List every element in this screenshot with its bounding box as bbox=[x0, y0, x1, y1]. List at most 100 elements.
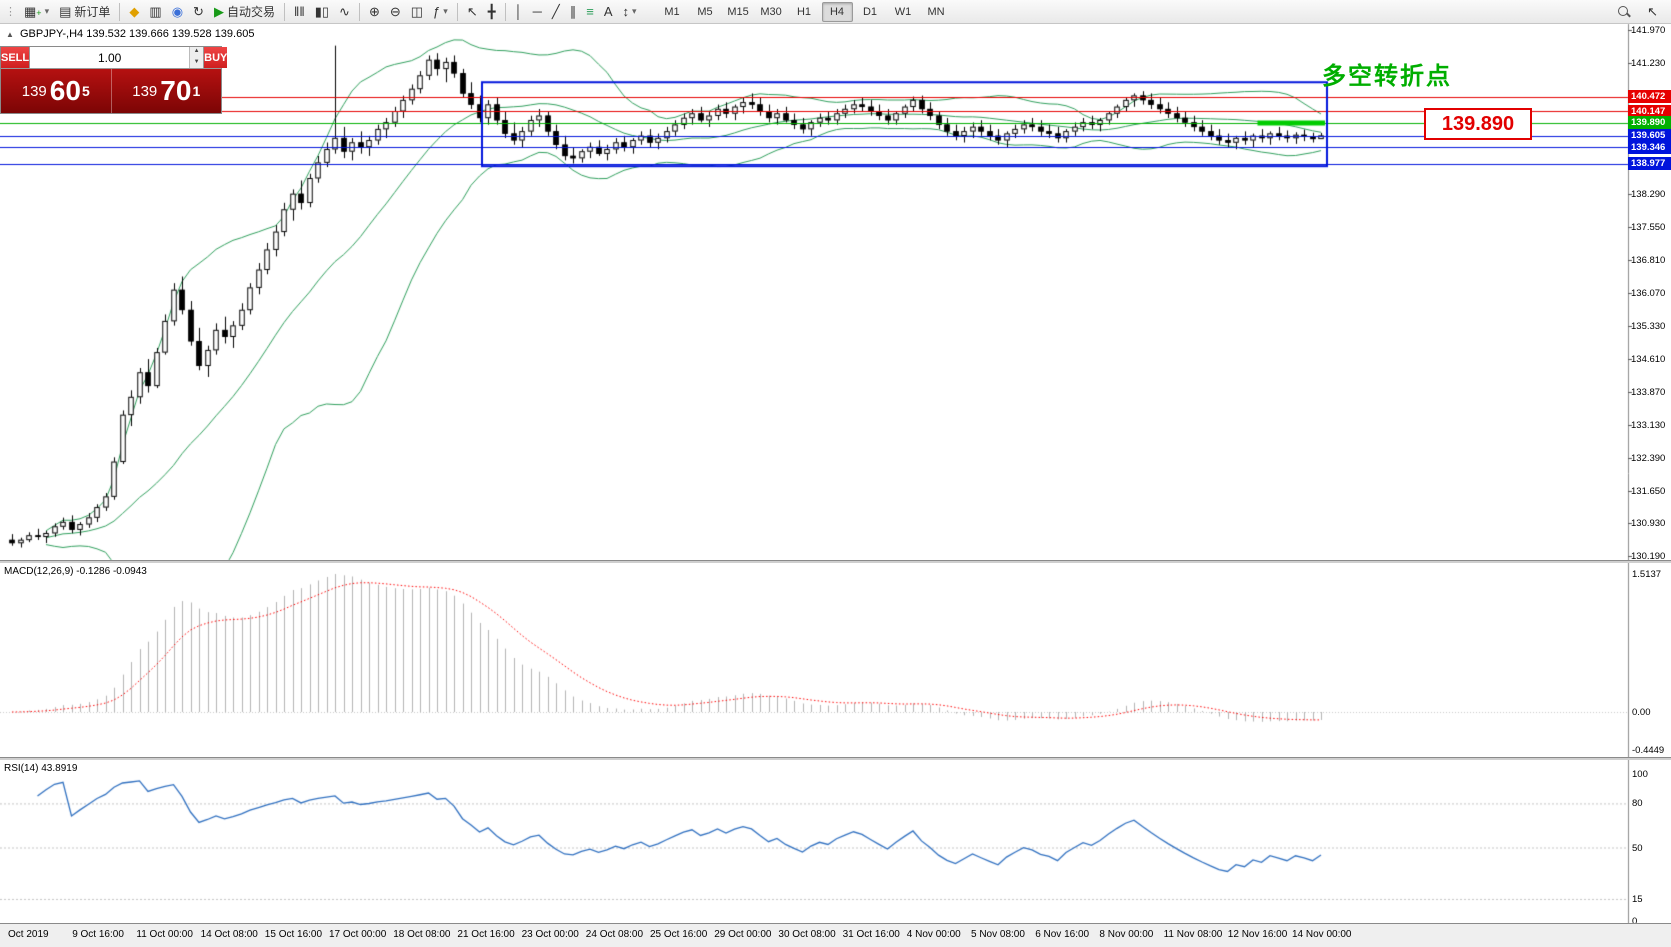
time-axis-label: 11 Oct 00:00 bbox=[136, 929, 193, 940]
price-level-tag: 139.346 bbox=[1628, 140, 1671, 154]
chevron-down-icon: ▾ bbox=[631, 6, 637, 16]
price-tick-label: 133.130 bbox=[1631, 419, 1666, 431]
timeframe-mn[interactable]: MN bbox=[927, 5, 945, 18]
zoom-in-button[interactable]: ⊕ bbox=[364, 1, 385, 23]
refresh-button[interactable]: ↻ bbox=[188, 1, 209, 23]
arrows-icon: ↕ bbox=[622, 4, 629, 19]
price-level-tag: 139.890 bbox=[1628, 116, 1671, 130]
rsi-label: RSI(14) 43.8919 bbox=[4, 763, 78, 774]
time-axis-label: 30 Oct 08:00 bbox=[778, 929, 836, 940]
macd-label: MACD(12,26,9) -0.1286 -0.0943 bbox=[4, 566, 147, 577]
time-axis-label: 23 Oct 00:00 bbox=[521, 929, 579, 940]
tile-windows-button[interactable]: ◫ bbox=[406, 1, 428, 23]
trendline-icon: ╱ bbox=[551, 4, 560, 19]
quick-navigation-button[interactable]: ↖ bbox=[1642, 1, 1663, 23]
quote-prices: 139 60 5 139 70 1 bbox=[1, 69, 221, 113]
sell-price-pips: 60 bbox=[49, 75, 81, 106]
channel-tool-button[interactable]: ∥ bbox=[565, 1, 582, 23]
new-order-button[interactable]: ▤ 新订单 bbox=[54, 1, 115, 23]
indicator-scale-label: 0.00 bbox=[1632, 707, 1651, 718]
toolbar-separator bbox=[119, 2, 121, 21]
trendline-tool-button[interactable]: ╱ bbox=[547, 1, 565, 23]
buy-price-base: 139 bbox=[132, 82, 158, 100]
text-tool-button[interactable]: A bbox=[599, 1, 618, 23]
timeframe-m1[interactable]: M1 bbox=[664, 5, 680, 18]
time-axis-label: 12 Nov 16:00 bbox=[1227, 929, 1288, 940]
time-axis-label: 15 Oct 16:00 bbox=[264, 929, 323, 940]
vertical-line-tool-button[interactable]: │ bbox=[510, 1, 528, 23]
candlestick-chart-type-button[interactable]: ▮▯ bbox=[310, 1, 334, 23]
price-tick-label: 132.390 bbox=[1631, 452, 1666, 464]
horizontal-line-tool-button[interactable]: ─ bbox=[528, 1, 547, 23]
fibonacci-tool-button[interactable]: ≡ bbox=[581, 1, 599, 23]
profiles-button[interactable]: ▥ bbox=[144, 1, 166, 23]
price-tick-label: 130.190 bbox=[1631, 551, 1666, 562]
indicator-scale-label: 50 bbox=[1632, 842, 1643, 854]
timeframe-h4[interactable]: H4 bbox=[821, 1, 853, 22]
price-tick-label: 136.810 bbox=[1631, 255, 1666, 267]
time-axis-label: 25 Oct 16:00 bbox=[650, 929, 708, 940]
toolbar-drag-handle[interactable]: ⋮ bbox=[5, 6, 16, 18]
search-icon bbox=[1617, 5, 1631, 19]
time-axis-label: 14 Nov 00:00 bbox=[1292, 929, 1352, 940]
price-tick-label: 131.650 bbox=[1631, 485, 1666, 497]
indicators-button[interactable]: ƒ ▾ bbox=[428, 1, 453, 23]
cursor-tool-button[interactable]: ↖ bbox=[462, 1, 483, 23]
turning-point-annotation[interactable]: 多空转折点 bbox=[1322, 63, 1452, 90]
volume-up-icon[interactable]: ▲ bbox=[190, 47, 204, 58]
chevron-down-icon: ▾ bbox=[443, 6, 448, 16]
crosshair-tool-button[interactable]: ╋ bbox=[483, 1, 501, 23]
buy-button[interactable]: BUY bbox=[204, 47, 228, 68]
zoom-out-button[interactable]: ⊖ bbox=[385, 1, 406, 23]
price-tick-label: 135.330 bbox=[1631, 321, 1666, 333]
toolbar: ⋮ ▦+ ▾ ▤ 新订单 ◆ ▥ ◉ ↻ ▶ 自动交易 ǁǁ ▮▯ ∿ ⊕ ⊖ ◫ ƒ… bbox=[0, 0, 1671, 24]
time-axis-label: 31 Oct 16:00 bbox=[842, 929, 900, 940]
timeframe-w1[interactable]: W1 bbox=[894, 5, 912, 18]
sell-button[interactable]: SELL bbox=[1, 47, 30, 68]
time-axis-label: 8 Nov 00:00 bbox=[1099, 929, 1154, 940]
price-level-tag: 139.605 bbox=[1628, 129, 1671, 143]
price-tick-label: 130.930 bbox=[1631, 517, 1666, 529]
autotrade-button[interactable]: ▶ 自动交易 bbox=[209, 1, 280, 23]
price-callout-box[interactable]: 139.890 bbox=[1424, 108, 1532, 140]
new-chart-button[interactable]: ▦+ ▾ bbox=[19, 1, 54, 23]
arrows-tool-button[interactable]: ↕ ▾ bbox=[617, 1, 641, 23]
symbol-search-button[interactable] bbox=[1612, 1, 1636, 23]
time-axis-label: 9 Oct 16:00 bbox=[72, 929, 124, 940]
sell-price-base: 139 bbox=[21, 82, 47, 100]
timeframe-h1[interactable]: H1 bbox=[796, 5, 812, 18]
volume-down-icon[interactable]: ▼ bbox=[190, 57, 204, 68]
volume-input[interactable] bbox=[30, 47, 190, 68]
price-tick-label: 134.610 bbox=[1631, 353, 1666, 365]
price-level-tag: 140.472 bbox=[1628, 90, 1671, 104]
price-tick-label: 141.970 bbox=[1631, 25, 1666, 36]
bar-chart-type-button[interactable]: ǁǁ bbox=[289, 1, 310, 23]
new-chart-icon: ▦+ bbox=[24, 4, 42, 19]
buy-price-button[interactable]: 139 70 1 bbox=[112, 69, 222, 113]
channel-icon: ∥ bbox=[569, 4, 577, 19]
toolbar-right-icons: ↖ bbox=[1612, 1, 1667, 23]
toolbar-separator bbox=[283, 2, 285, 21]
alerts-button[interactable]: ◆ bbox=[124, 1, 144, 23]
price-scale[interactable]: 141.970 141.230 138.290 137.550 136.810 136.0… bbox=[1628, 24, 1671, 923]
sell-price-button[interactable]: 139 60 5 bbox=[1, 69, 112, 113]
macd-rsi-splitter[interactable] bbox=[0, 757, 1671, 760]
autotrade-label: 自动交易 bbox=[226, 5, 275, 19]
price-tick-label: 138.290 bbox=[1631, 189, 1666, 201]
indicator-scale-label: 1.5137 bbox=[1632, 569, 1662, 580]
alert-icon: ◆ bbox=[129, 4, 140, 19]
main-macd-splitter[interactable] bbox=[0, 560, 1671, 563]
timeframe-d1[interactable]: D1 bbox=[862, 5, 878, 18]
profiles-icon: ▥ bbox=[149, 4, 162, 19]
buy-price-pips: 70 bbox=[160, 75, 192, 106]
community-icon: ◉ bbox=[171, 4, 184, 19]
timeframe-m5[interactable]: M5 bbox=[697, 5, 713, 18]
community-button[interactable]: ◉ bbox=[167, 1, 188, 23]
time-axis-label: 24 Oct 08:00 bbox=[585, 929, 644, 940]
ohlc-expand-icon[interactable]: ▲ bbox=[6, 30, 14, 39]
timeframe-m15[interactable]: M15 bbox=[727, 5, 749, 18]
time-axis[interactable]: Oct 2019 9 Oct 16:00 11 Oct 00:00 14 Oct 08… bbox=[0, 923, 1671, 947]
timeframe-m30[interactable]: M30 bbox=[760, 5, 782, 18]
line-chart-type-button[interactable]: ∿ bbox=[334, 1, 355, 23]
